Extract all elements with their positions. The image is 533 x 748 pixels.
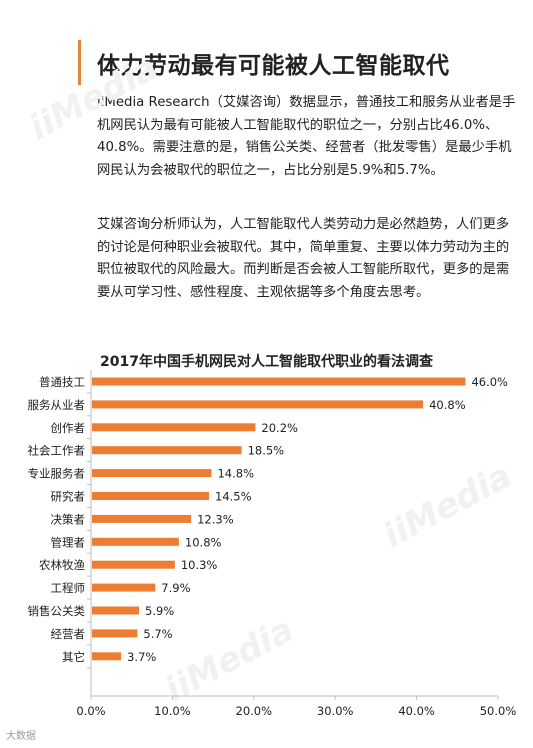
x-tick-label: 40.0% (398, 704, 435, 718)
footer-logo: 大数据 (6, 731, 36, 742)
category-label: 工程师 (51, 581, 86, 595)
category-label: 经营者 (51, 627, 86, 641)
bar-chart: 普通技工 46.0% 服务从业者 40.8% 创作者 20.2% 社会工作者 18.5% 专业服… (28, 370, 517, 718)
category-label: 研究者 (51, 490, 86, 504)
category-label: 管理者 (51, 535, 86, 549)
bar (92, 583, 156, 592)
category-label: 专业服务者 (28, 467, 86, 481)
bar (92, 423, 256, 432)
bar (92, 400, 424, 409)
category-label: 决策者 (51, 512, 86, 526)
bar (92, 606, 140, 615)
category-label: 服务从业者 (28, 398, 86, 412)
bar (92, 469, 212, 478)
value-label: 5.7% (143, 627, 172, 641)
paragraph-2: 艾媒咨询分析师认为，人工智能取代人类劳动力是必然趋势，人们更多的讨论是何种职业会… (97, 217, 510, 300)
paragraph-1: iiMedia Research（艾媒咨询）数据显示，普通技工和服务从业者是手机… (97, 95, 516, 178)
bar (92, 652, 122, 661)
page-heading: 体力劳动最有可能被人工智能取代 (97, 53, 450, 79)
category-label: 销售公关类 (28, 604, 86, 618)
category-label: 农林牧渔 (39, 558, 85, 572)
value-label: 40.8% (429, 398, 466, 412)
x-tick-label: 50.0% (480, 704, 517, 718)
category-label: 社会工作者 (28, 444, 86, 458)
value-label: 12.3% (197, 512, 234, 526)
value-label: 46.0% (471, 375, 508, 389)
chart-title: 2017年中国手机网民对人工智能取代职业的看法调查 (100, 354, 433, 370)
bar (92, 377, 466, 386)
bar (92, 537, 179, 546)
value-label: 7.9% (161, 581, 190, 595)
category-label: 创作者 (51, 421, 86, 435)
value-label: 20.2% (261, 421, 298, 435)
x-tick-label: 10.0% (154, 704, 191, 718)
bar (92, 560, 175, 569)
bar (92, 629, 138, 638)
title-accent-bar (78, 40, 81, 85)
bar (92, 492, 210, 500)
value-label: 10.8% (185, 535, 222, 549)
category-label: 其它 (62, 650, 85, 664)
x-tick-label: 0.0% (76, 704, 105, 718)
category-label: 普通技工 (39, 375, 85, 389)
x-tick-label: 30.0% (317, 704, 354, 718)
value-label: 14.8% (217, 467, 254, 481)
value-label: 14.5% (215, 490, 252, 504)
value-label: 18.5% (248, 444, 285, 458)
value-label: 10.3% (181, 558, 218, 572)
bar (92, 446, 242, 455)
value-label: 5.9% (145, 604, 174, 618)
x-tick-label: 20.0% (236, 704, 273, 718)
value-label: 3.7% (127, 650, 156, 664)
bar (92, 514, 192, 523)
